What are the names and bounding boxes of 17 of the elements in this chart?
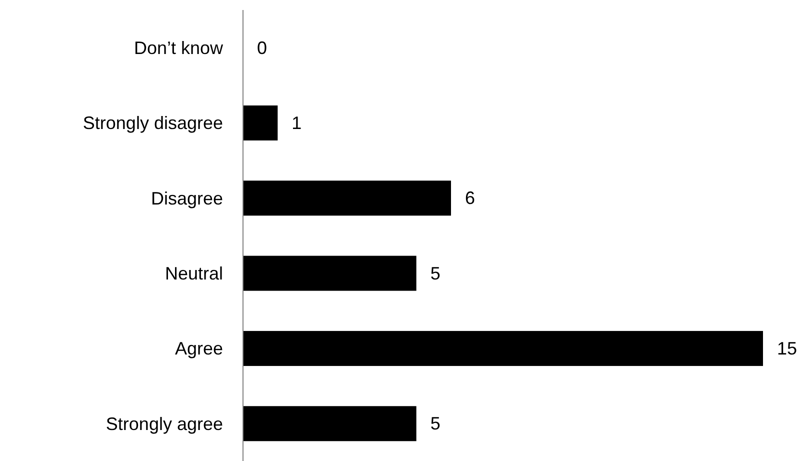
data-label: 0 (257, 38, 268, 58)
y-tick-label: Agree (174, 338, 223, 359)
y-tick-label: Neutral (164, 263, 223, 284)
data-label: 1 (292, 112, 302, 133)
y-tick-label: Strongly disagree (82, 113, 223, 134)
data-label: 15 (777, 338, 798, 358)
data-label: 6 (465, 188, 476, 208)
data-label: 5 (430, 263, 440, 284)
y-tick-label: Don’t know (134, 38, 224, 58)
bar (243, 406, 416, 442)
data-label: 5 (430, 414, 440, 434)
bar (243, 330, 763, 366)
bar (243, 256, 416, 291)
y-tick-label: Strongly agree (106, 414, 223, 434)
bar (243, 180, 451, 216)
y-tick-label: Disagree (150, 188, 223, 208)
bar (243, 105, 278, 140)
